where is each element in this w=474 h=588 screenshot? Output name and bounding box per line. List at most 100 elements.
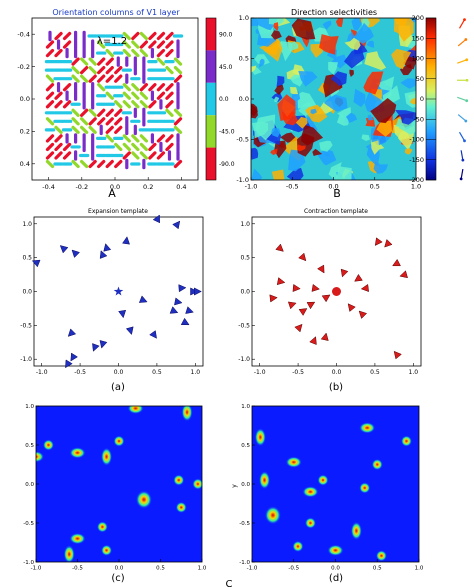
y-tick-label: -1.0 [238,356,250,363]
map-d-axis-ticks: -1.0 -0.5 0.0 0.5 1.0 -1.0 -0.5 0.0 0.5 1.0 [239,404,424,572]
y-tick-label: -0.5 [236,136,249,144]
direction-patch [276,75,285,87]
orientation-bar [54,100,63,109]
orientation-bar [165,48,174,58]
orientation-bar [139,134,149,143]
direction-patch [353,88,366,108]
orientation-bar [114,159,123,169]
template-arrow [99,250,108,259]
orientation-bar [105,65,114,75]
x-tick-label: 0.5 [156,566,165,572]
y-tick-label: 0.2 [20,128,30,136]
direction-patch [268,18,284,25]
map-c-axis-ticks: -1.0 -0.5 0.0 0.5 1.0 -1.0 -0.5 0.0 0.5 1.0 [23,404,207,572]
direction-patch [400,78,416,89]
orientation-bar [71,57,80,66]
orientation-bar [62,40,72,49]
direction-patch [298,71,318,87]
direction-patch [271,128,281,138]
x-tick-label: 0.5 [370,183,380,191]
direction-patch [395,110,416,125]
orientation-bar [148,40,157,49]
template-arrow [169,306,179,314]
panel-map-c: -1.0 -0.5 0.0 0.5 1.0 -1.0 -0.5 0.0 0.5 1.0 (c) [23,404,207,584]
contraction-title: Contraction template [304,208,368,215]
x-tick-label: -0.5 [292,369,304,376]
orientation-bar [79,108,89,117]
template-arrow [269,294,278,303]
y-tick-label: 0.5 [241,443,250,449]
direction-patch [251,103,258,117]
orientation-bar [88,159,97,169]
y-tick-label: -0.5 [20,322,32,329]
orientation-bar [71,108,80,117]
orientation-bar [122,91,131,100]
y-tick-label: -0.2 [17,63,30,71]
direction-patch [336,114,349,126]
orientation-bar [114,117,123,126]
x-tick-label: -1.0 [247,566,258,572]
orientation-bar [122,100,131,109]
orientation-bar [156,48,166,58]
orientation-bar [114,74,123,83]
orientation-bar [173,125,183,135]
direction-patch [271,169,285,180]
caption-d: (d) [329,573,343,584]
map-c-background [36,406,202,562]
direction-patch [297,133,315,157]
colorbar-tick-label: 45.0 [219,64,233,71]
orientation-bar [122,134,131,143]
colorbar-tick-label: 200 [412,14,424,22]
y-tick-label: -1.0 [23,560,34,566]
contraction-axis-ticks: -1.0 -0.5 0.0 0.5 1.0 -1.0 -0.5 0.0 0.5 1.0 [238,221,418,376]
direction-patch [271,30,282,40]
template-arrow [358,310,368,319]
direction-key-arrowhead [463,18,466,22]
x-tick-label: 0.0 [115,566,124,572]
orientation-bar [97,40,106,49]
direction-patch [263,38,283,62]
template-arrow [321,294,331,303]
orientation-bar [54,91,63,100]
orientation-bar [122,151,131,160]
y-tick-label: 1.0 [239,14,249,22]
x-tick-label: 0.4 [176,183,186,191]
y-tick-label: -1.0 [236,176,249,184]
caption-b: (b) [329,382,343,393]
template-arrow [152,214,160,224]
colorbar-tick-label: 0.0 [219,96,229,103]
x-tick-label: 0.0 [328,183,338,191]
orientation-bar [97,83,106,92]
direction-patch [297,144,306,152]
direction-patch [335,18,344,28]
y-tick-label: -0.5 [238,322,250,329]
template-arrow [384,239,393,248]
orientation-bar [139,151,149,160]
orientation-bar [45,159,55,169]
direction-patch [317,148,337,166]
orientation-bar [165,31,174,41]
direction-patch [312,148,323,156]
template-arrow [317,264,325,274]
template-arrow [374,237,383,246]
orientation-bar [45,91,55,100]
activity-blob [359,482,371,494]
orientation-bar [45,117,55,126]
caption-A: A [108,187,116,200]
y-tick-label: 0.0 [25,482,34,488]
direction-patches [251,18,416,180]
orientation-bar [156,134,166,143]
direction-patch [337,107,351,117]
direction-patch [319,140,333,152]
orientation-bar [45,40,55,49]
activity-blob [259,471,271,490]
template-arrow [122,236,130,245]
x-tick-label: 0.0 [114,369,124,376]
panel-map-d: -1.0 -0.5 0.0 0.5 1.0 -1.0 -0.5 0.0 0.5 1.0 y (d) [231,404,424,584]
orientation-bar [97,65,106,75]
activity-blob [375,550,387,562]
direction-key-arrowhead [464,38,468,41]
orientation-bar [45,142,55,152]
x-tick-label: -0.5 [288,566,299,572]
orientation-bar [97,108,106,117]
